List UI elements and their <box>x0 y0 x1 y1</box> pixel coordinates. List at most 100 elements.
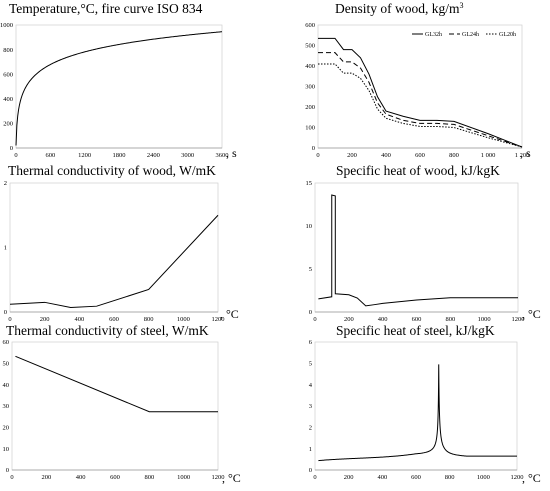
series-line-1 <box>318 364 517 462</box>
plot-area <box>314 182 519 313</box>
chart-panel-2: Density of wood, kg/m3 0 200 400 600 800 1 000… <box>305 1 531 160</box>
x-tick-label: 600 <box>45 152 55 159</box>
chart-title-superscript: 3 <box>460 1 464 10</box>
y-tick-label: 30 <box>3 403 10 410</box>
x-tick-label: 400 <box>378 316 388 323</box>
y-tick-label: 4 <box>309 382 313 389</box>
y-tick-label: 800 <box>3 47 13 54</box>
x-tick-label: 1200 <box>78 152 91 159</box>
x-tick-label: 400 <box>74 316 84 323</box>
y-tick-label: 3 <box>309 403 312 410</box>
chart-panel-3: Thermal conductivity of wood, W/mK 0 200 40… <box>4 163 239 323</box>
y-tick-label: 1 <box>309 446 312 453</box>
y-tick-label: 0 <box>6 467 9 474</box>
x-tick-label: 0 <box>10 474 13 481</box>
x-unit-label: , s <box>226 146 237 160</box>
x-tick-label: 200 <box>41 474 51 481</box>
x-tick-label: 1200 <box>512 316 525 323</box>
y-tick-label: 0 <box>4 309 7 316</box>
y-tick-label: 100 <box>305 125 315 132</box>
x-tick-label: 2400 <box>147 152 160 159</box>
x-tick-label: 800 <box>445 316 455 323</box>
y-tick-label: 600 <box>305 22 315 29</box>
y-tick-label: 6 <box>309 339 313 346</box>
plot-area <box>317 24 523 149</box>
series-line-GL20h <box>318 63 523 148</box>
x-tick-label: 400 <box>76 474 86 481</box>
y-tick-label: 60 <box>3 339 10 346</box>
x-tick-label: 600 <box>109 316 119 323</box>
legend: GL32h GL24h GL20h <box>412 32 516 38</box>
x-tick-label: 400 <box>377 474 387 481</box>
y-tick-label: 1000 <box>0 22 13 29</box>
x-tick-label: 400 <box>381 152 391 159</box>
x-tick-label: 3600 <box>216 152 229 159</box>
series-line-GL24h <box>318 52 523 148</box>
plot-area <box>11 341 219 471</box>
y-tick-label: 15 <box>306 180 313 187</box>
y-tick-label: 200 <box>305 104 315 111</box>
plot-area <box>314 341 518 471</box>
x-tick-label: 0 <box>313 474 316 481</box>
chart-title: Thermal conductivity of steel, W/mK <box>6 323 209 338</box>
chart-title: Specific heat of steel, kJ/kgK <box>336 323 495 338</box>
series-line-GL32h <box>318 37 523 148</box>
x-unit-label: , °C <box>522 307 541 321</box>
x-tick-label: 800 <box>144 316 154 323</box>
legend-label: GL32h <box>425 32 442 38</box>
x-tick-label: 800 <box>449 152 459 159</box>
plot-area <box>9 182 219 313</box>
x-tick-label: 1800 <box>113 152 126 159</box>
x-tick-label: 1200 <box>511 474 524 481</box>
chart-title: Temperature,°C, fire curve ISO 834 <box>9 1 203 16</box>
x-tick-label: 1 000 <box>481 152 496 159</box>
x-tick-label: 200 <box>344 316 354 323</box>
x-unit-label: , °C <box>522 471 541 485</box>
x-tick-label: 0 <box>313 316 316 323</box>
legend-label: GL24h <box>462 32 479 38</box>
x-tick-label: 200 <box>344 474 354 481</box>
legend-label: GL20h <box>499 32 516 38</box>
x-tick-label: 3000 <box>181 152 194 159</box>
y-tick-label: 600 <box>3 71 13 78</box>
x-tick-label: 1200 <box>212 474 225 481</box>
x-unit-label: , s <box>520 146 531 160</box>
y-tick-label: 200 <box>3 121 13 128</box>
chart-title: Thermal conductivity of wood, W/mK <box>8 163 216 178</box>
x-tick-label: 0 <box>316 152 319 159</box>
x-tick-label: 0 <box>8 316 11 323</box>
y-tick-label: 400 <box>305 63 315 70</box>
y-tick-label: 0 <box>10 145 13 152</box>
x-tick-label: 0 <box>14 152 17 159</box>
chart-title: Density of wood, kg/m3 <box>335 1 464 16</box>
y-tick-label: 40 <box>3 382 10 389</box>
x-tick-label: 200 <box>347 152 357 159</box>
x-tick-label: 600 <box>411 474 421 481</box>
plot-area <box>15 24 223 149</box>
chart-title: Specific heat of wood, kJ/kgK <box>336 163 500 178</box>
x-tick-label: 1000 <box>177 316 190 323</box>
x-tick-label: 1000 <box>177 474 190 481</box>
x-tick-label: 1000 <box>478 316 491 323</box>
y-tick-label: 10 <box>3 446 10 453</box>
x-tick-label: 600 <box>110 474 120 481</box>
y-tick-label: 5 <box>309 361 312 368</box>
x-tick-label: 1 200 <box>515 152 530 159</box>
x-unit-label: , °C <box>220 307 239 321</box>
x-unit-label: , °C <box>222 471 241 485</box>
y-tick-label: 1 <box>4 245 7 252</box>
y-tick-label: 500 <box>305 43 315 50</box>
chart-panel-1: Temperature,°C, fire curve ISO 834 0 600 12… <box>0 1 237 160</box>
chart-panel-5: Thermal conductivity of steel, W/mK0 200 4… <box>3 323 241 485</box>
y-tick-label: 300 <box>305 84 315 91</box>
y-tick-label: 10 <box>306 223 313 230</box>
x-tick-label: 600 <box>415 152 425 159</box>
y-tick-label: 400 <box>3 96 13 103</box>
y-tick-label: 20 <box>3 425 10 432</box>
y-tick-label: 2 <box>309 425 312 432</box>
series-line-1 <box>318 194 518 307</box>
x-tick-label: 600 <box>412 316 422 323</box>
x-tick-label: 800 <box>144 474 154 481</box>
chart-panel-6: Specific heat of steel, kJ/kgK 0 200 400 600… <box>309 323 541 485</box>
y-tick-label: 0 <box>312 145 315 152</box>
